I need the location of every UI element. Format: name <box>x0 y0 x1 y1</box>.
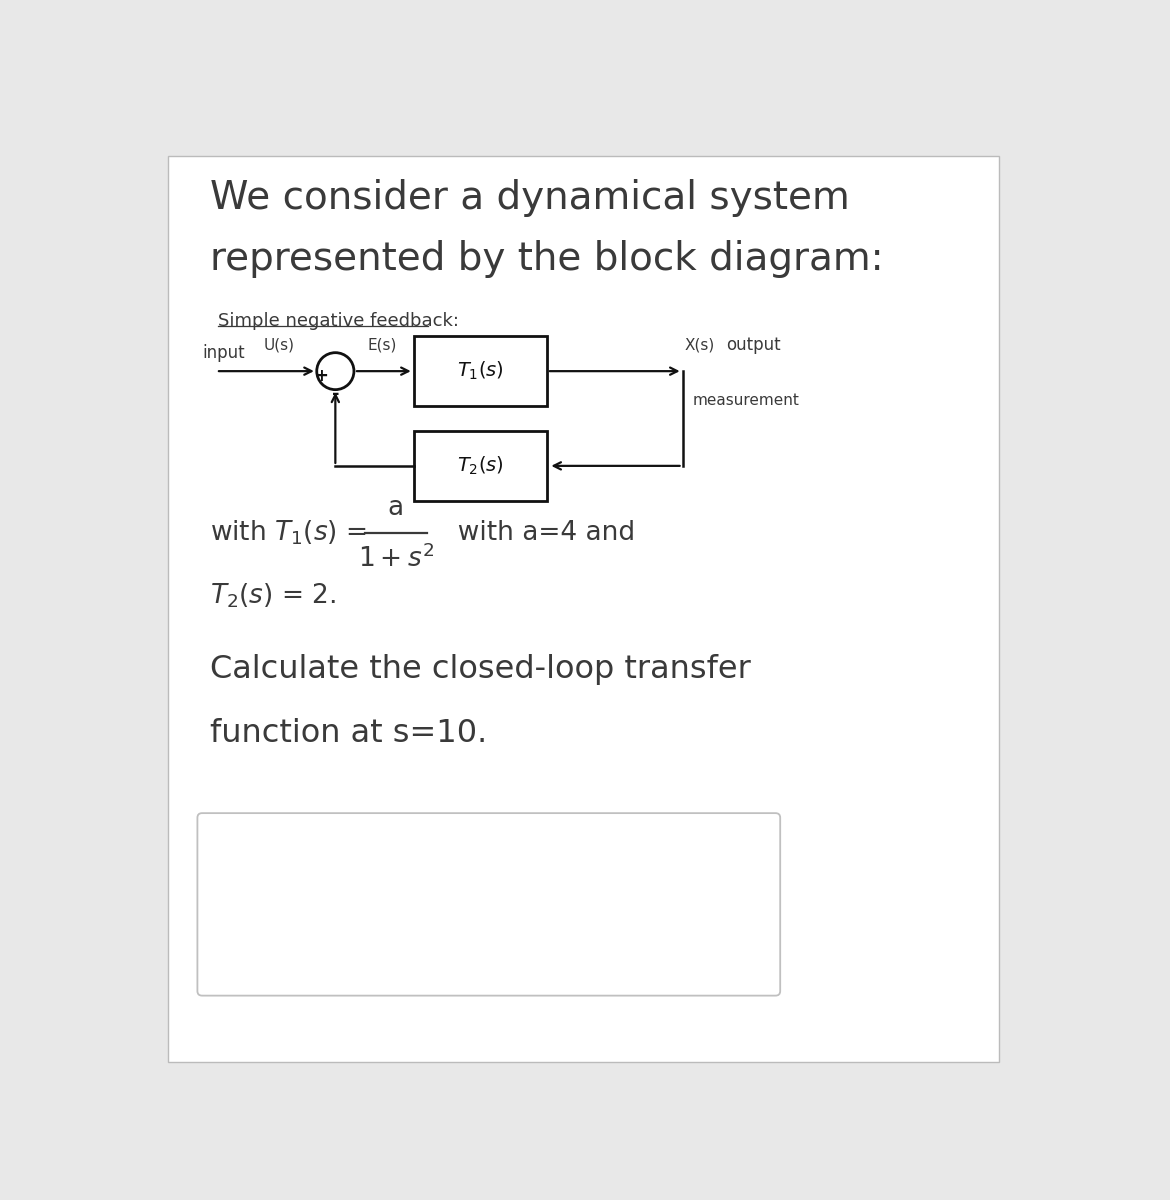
Text: $T_1(s)$: $T_1(s)$ <box>456 360 504 383</box>
FancyBboxPatch shape <box>414 336 546 406</box>
Text: X(s): X(s) <box>684 337 715 353</box>
Text: $T_2(s)$ = 2.: $T_2(s)$ = 2. <box>209 582 336 611</box>
Text: +: + <box>315 367 329 385</box>
FancyBboxPatch shape <box>198 814 780 996</box>
Text: output: output <box>725 336 780 354</box>
FancyBboxPatch shape <box>168 156 999 1062</box>
Text: a: a <box>387 496 404 521</box>
Text: $1+s^2$: $1+s^2$ <box>358 545 434 574</box>
Text: $T_2(s)$: $T_2(s)$ <box>456 455 504 478</box>
Text: input: input <box>202 343 245 361</box>
Text: Simple negative feedback:: Simple negative feedback: <box>218 312 459 330</box>
Text: U(s): U(s) <box>264 337 295 353</box>
FancyBboxPatch shape <box>414 431 546 500</box>
Text: represented by the block diagram:: represented by the block diagram: <box>209 240 883 278</box>
Text: function at s=10.: function at s=10. <box>209 718 487 749</box>
Text: measurement: measurement <box>693 392 799 408</box>
Text: with $T_1(s)$ =: with $T_1(s)$ = <box>209 518 370 547</box>
Text: with a=4 and: with a=4 and <box>441 520 635 546</box>
Text: -: - <box>331 385 339 403</box>
Text: Calculate the closed-loop transfer: Calculate the closed-loop transfer <box>209 654 751 685</box>
Text: E(s): E(s) <box>367 337 397 353</box>
Text: We consider a dynamical system: We consider a dynamical system <box>209 179 849 217</box>
